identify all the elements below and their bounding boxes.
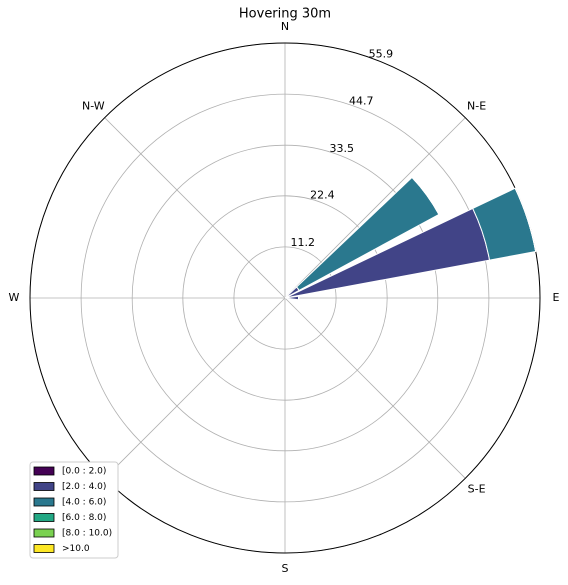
legend-label: [8.0 : 10.0) — [62, 529, 112, 539]
direction-label: E — [553, 291, 560, 304]
spoke — [284, 297, 466, 479]
legend-label: [6.0 : 8.0) — [62, 513, 106, 523]
spoke — [284, 117, 466, 299]
frame — [29, 42, 541, 554]
ring — [131, 144, 439, 452]
direction-label: N-W — [82, 99, 105, 112]
direction-label: S — [282, 562, 289, 575]
spoke — [104, 117, 286, 299]
legend-label: >10.0 — [62, 544, 90, 554]
legend-swatch — [33, 482, 55, 491]
direction-label: W — [9, 291, 20, 304]
r-tick-label: 44.7 — [349, 95, 374, 108]
direction-label: S-E — [468, 483, 486, 496]
ring — [80, 93, 490, 503]
legend-swatch — [33, 528, 55, 538]
legend-label: [0.0 : 2.0) — [62, 467, 106, 477]
ring — [233, 246, 337, 350]
legend-swatch — [33, 513, 55, 522]
legend-swatch — [33, 466, 55, 476]
chart-title: Hovering 30m — [239, 7, 331, 22]
r-tick-label: 22.4 — [310, 189, 335, 202]
wedge — [411, 177, 440, 215]
r-tick-label: 33.5 — [329, 142, 354, 155]
legend-swatch — [33, 497, 55, 507]
spoke — [104, 297, 286, 479]
r-tick-label: 55.9 — [369, 47, 394, 60]
legend-swatch — [33, 544, 55, 553]
r-tick-label: 11.2 — [291, 236, 316, 249]
ring — [182, 195, 388, 401]
legend-label: [2.0 : 4.0) — [62, 482, 106, 492]
direction-label: N-E — [467, 99, 486, 112]
legend-label: [4.0 : 6.0) — [62, 498, 106, 508]
direction-label: N — [281, 20, 289, 33]
